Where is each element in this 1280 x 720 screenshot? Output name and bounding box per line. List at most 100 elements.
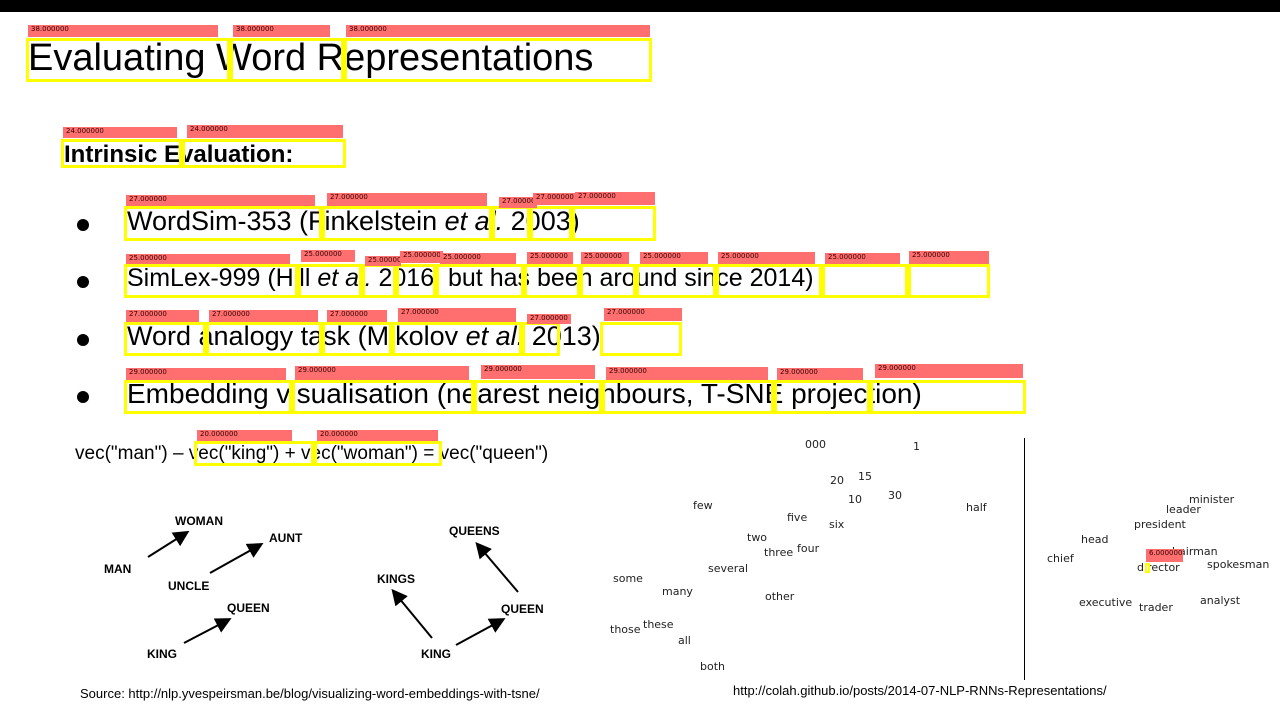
top-bar [0,0,1280,12]
word-box [524,264,580,298]
diagram-label-woman: WOMAN [175,514,223,528]
tsne-word: spokesman [1207,558,1270,571]
word-box [362,264,396,298]
word-size-tag: 25.000000 [527,252,573,264]
diagram-label-aunt: AUNT [269,531,303,545]
word-size-tag: 25.000000 [400,251,443,263]
figure-divider [1024,438,1025,680]
gender-arrows [147,530,264,644]
tsne-word: both [700,660,725,673]
bullet-dot [77,276,89,288]
diagram-label-king: KING [147,647,177,661]
word-size-tag: 25.000000 [365,256,401,266]
word-size-tag: 27.000000 [327,193,487,206]
word-box [124,322,206,356]
source-left: Source: http://nlp.yvespeirsman.be/blog/… [80,686,540,701]
word-box [26,38,230,82]
word-box [206,322,322,356]
word-box [124,380,292,414]
word-size-tag: 29.000000 [606,367,768,380]
word-box [194,441,314,466]
source-right: http://colah.github.io/posts/2014-07-NLP… [733,683,1107,698]
tsne-word: minister [1189,493,1235,506]
tsne-word: six [829,518,845,531]
bullet-dot [77,334,89,346]
tsne-word: 15 [858,470,872,483]
tsne-word: five [787,511,808,524]
word-box [322,206,492,241]
tsne-word: president [1134,518,1186,531]
bullet-text: SimLex-999 (Hill [127,264,318,292]
word-box [774,380,870,414]
word-box [61,139,182,168]
slide-title: Evaluating Word Representations [28,37,594,79]
diagram-label-man: MAN [104,562,132,576]
tsne-word: analyst [1200,594,1241,607]
tsne-word: 000 [805,438,826,451]
tsne-word: some [613,572,643,585]
tsne-word: 20 [830,474,844,487]
word-size-tag: 25.000000 [581,252,629,264]
word-size-tag: 38.000000 [346,25,650,37]
tsne-word: few [693,499,713,512]
word-box [870,380,1026,414]
word-size-tag: 27.000000 [209,310,318,322]
word-size-tag: 27.000000 [575,192,655,205]
word-box [602,380,774,414]
word-box [392,322,522,356]
word-box [636,264,716,298]
bullet-text: 2016, but has been around since 2014) [371,264,814,292]
bullet-item: Word analogy task (Mikolov et al. 2013) [127,321,601,352]
word-box [124,206,322,241]
word-size-tag: 24.000000 [63,127,177,138]
bullet-item: SimLex-999 (Hill et al. 2016, but has be… [127,264,814,293]
word-box [436,264,524,298]
tsne-word: those [610,623,641,636]
word-box [522,322,560,356]
tsne-word: executive [1079,596,1133,609]
word-size-tag: 27.000000 [499,197,537,208]
word-size-tag: 25.000000 [640,252,708,264]
word-size-tag: 24.000000 [187,125,343,138]
word-box [572,206,656,241]
diagram-label-queens: QUEENS [449,524,500,538]
tsne-word: chief [1047,552,1074,565]
word-size-tag: 27.000000 [533,193,575,205]
word-box [298,264,362,298]
word-size-tag: 27.000000 [527,314,571,324]
bullet-text: WordSim-353 (Finkelstein [127,206,445,236]
tsne-word: 1 [913,440,920,453]
diagram-label-kings: KINGS [377,572,416,586]
tsne-word: many [662,585,693,598]
bullet-dot [77,219,89,231]
word-size-tag: 27.000000 [398,308,516,322]
word-size-tag: 27.000000 [604,308,682,321]
word-box [580,264,636,298]
word-size-tag: 25.000000 [718,252,815,264]
word-box [124,264,298,298]
tsne-word: several [708,562,749,575]
bullet-text: 2013) [524,321,601,351]
word-box [716,264,822,298]
tsne-word: director [1137,561,1180,574]
word-box [322,322,392,356]
word-size-tag: 25.000000 [440,253,516,264]
diagram-label-uncle: UNCLE [168,579,210,593]
bullet-item: WordSim-353 (Finkelstein et al. 2003) [127,206,580,237]
bullet-item: Embedding visualisation (nearest neighbo… [127,378,922,410]
bullet-text: Embedding visualisation (nearest neighbo… [127,378,922,409]
word-size-tag: 29.000000 [481,365,595,379]
word-box [344,38,652,82]
word-box [908,264,990,298]
tsne-word: all [678,634,691,647]
word-size-tag: 27.000000 [327,310,387,322]
word-size-tag: 25.000000 [126,254,290,264]
word-size-tag: 25.000000 [909,251,989,264]
word-box [530,206,572,241]
word-box [474,380,602,414]
slide-subtitle: Intrinsic Evaluation: [64,141,294,168]
bullet-dot [77,391,89,403]
tsne-word: three [764,546,794,559]
tsne-word: other [765,590,795,603]
diagram-label-king: KING [421,647,451,661]
